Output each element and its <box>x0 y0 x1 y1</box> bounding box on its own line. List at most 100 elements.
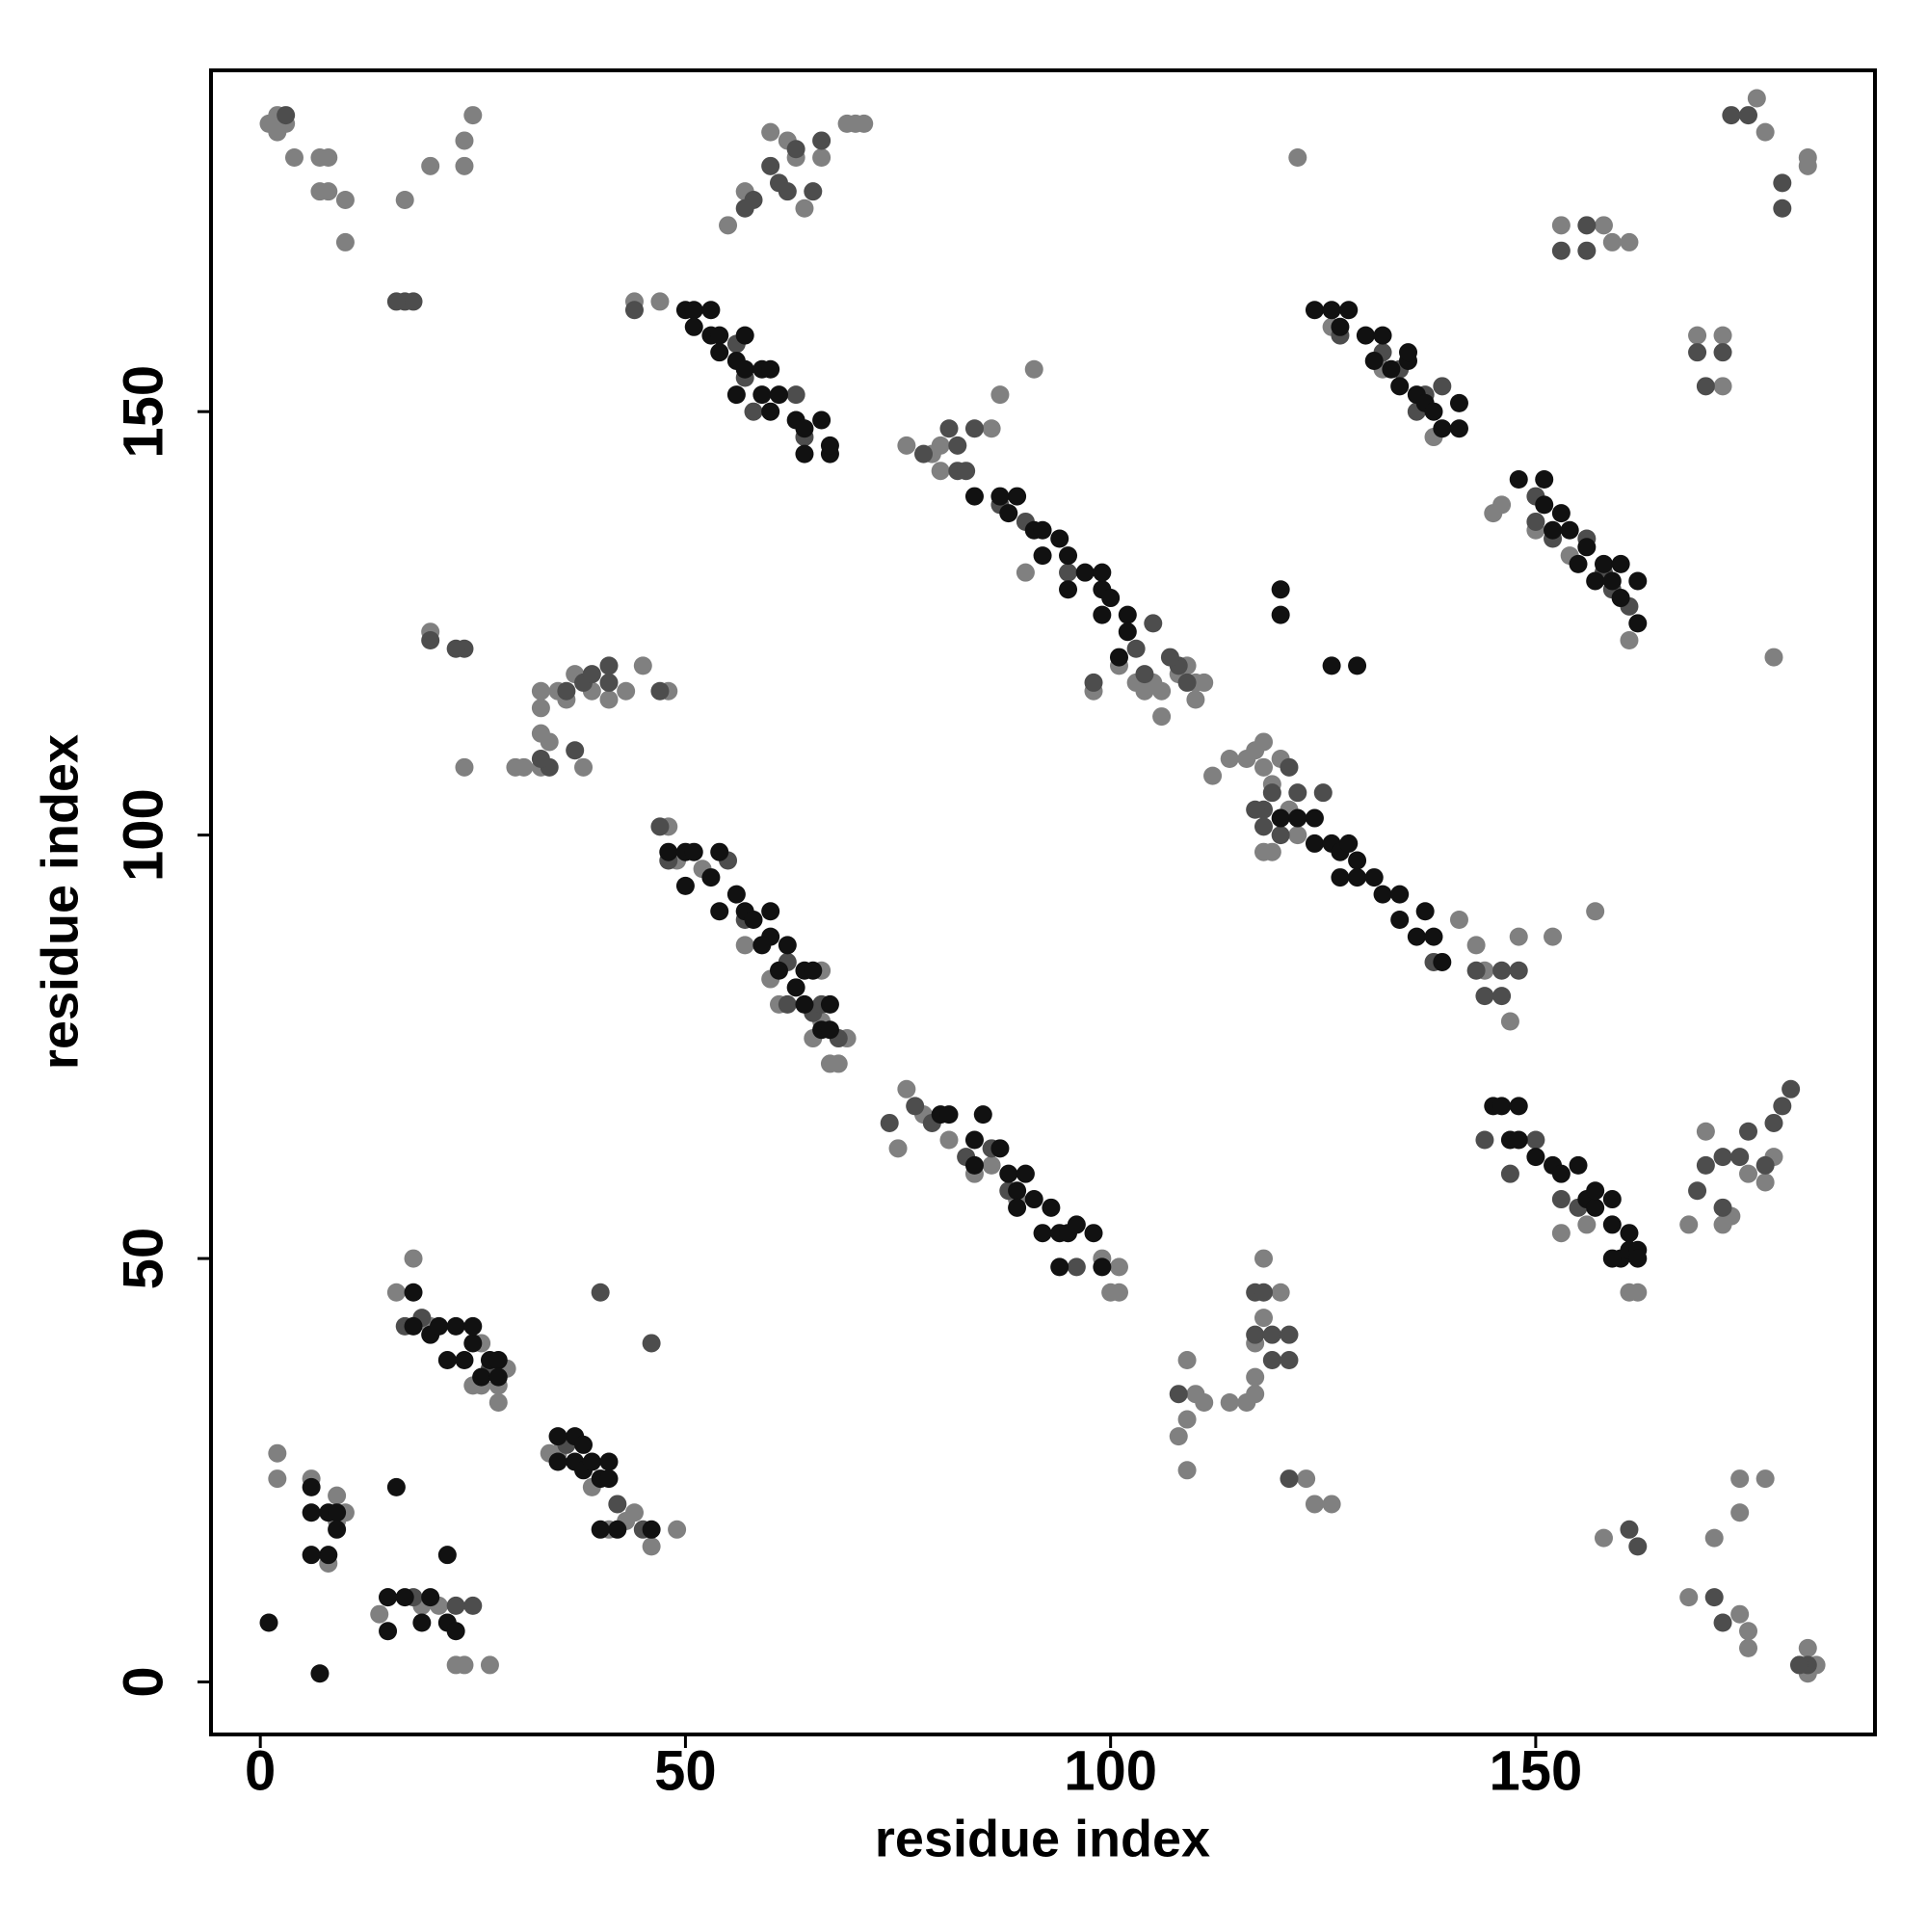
point <box>319 1546 338 1565</box>
point <box>778 994 797 1014</box>
point <box>1739 1622 1758 1641</box>
point <box>1696 377 1715 396</box>
point <box>599 656 619 675</box>
point <box>684 317 703 336</box>
point <box>1348 656 1367 675</box>
point <box>964 1155 984 1175</box>
point <box>548 1452 568 1471</box>
point <box>1050 529 1069 548</box>
point <box>1373 326 1392 345</box>
point <box>531 750 550 769</box>
point <box>1016 1164 1035 1183</box>
point <box>1500 1012 1519 1031</box>
point <box>1713 343 1732 362</box>
point <box>1288 826 1307 845</box>
point <box>1509 927 1528 946</box>
point <box>1492 495 1512 515</box>
point <box>1688 343 1707 362</box>
point <box>1433 952 1452 971</box>
point <box>650 292 670 311</box>
point <box>1220 1392 1239 1412</box>
point <box>608 1520 627 1539</box>
x-tick-label: 50 <box>654 1739 717 1802</box>
point <box>1449 419 1468 438</box>
point <box>1586 1181 1605 1201</box>
point <box>582 665 601 684</box>
point <box>1254 1283 1274 1302</box>
point <box>599 690 619 709</box>
point <box>1305 301 1324 320</box>
point <box>437 1351 457 1370</box>
point <box>659 842 678 861</box>
point <box>1544 520 1563 540</box>
point <box>1449 393 1468 412</box>
point <box>1305 808 1324 828</box>
point <box>761 359 780 379</box>
point <box>999 1164 1018 1183</box>
point <box>395 1588 414 1607</box>
point <box>268 122 287 142</box>
point <box>897 436 916 455</box>
point <box>1535 469 1554 489</box>
point <box>1509 469 1528 489</box>
point <box>379 1622 398 1641</box>
point <box>1169 1427 1188 1446</box>
point <box>1246 800 1265 819</box>
point <box>1177 1351 1197 1370</box>
point <box>599 673 619 692</box>
point <box>386 1283 406 1302</box>
point <box>1331 317 1350 336</box>
point <box>1059 563 1078 582</box>
point <box>1101 589 1121 608</box>
point <box>1764 1113 1783 1132</box>
point <box>812 148 832 168</box>
point <box>786 978 805 997</box>
point <box>1577 216 1597 235</box>
point <box>906 1097 925 1116</box>
point <box>1169 1385 1188 1404</box>
point <box>999 504 1018 523</box>
point <box>463 1334 483 1353</box>
point <box>1339 834 1359 853</box>
point <box>778 936 797 955</box>
point <box>1364 868 1384 887</box>
point <box>855 114 874 133</box>
point <box>1399 343 1418 362</box>
point <box>302 1546 321 1565</box>
point <box>1177 1461 1197 1480</box>
point <box>973 1105 992 1125</box>
point <box>421 156 440 175</box>
point <box>642 1334 661 1353</box>
point <box>1739 1638 1758 1657</box>
point <box>804 961 823 980</box>
point <box>531 699 550 718</box>
point <box>1271 580 1290 599</box>
point <box>1466 936 1486 955</box>
point <box>1288 783 1307 803</box>
point <box>1713 1198 1732 1217</box>
point <box>1551 216 1571 235</box>
point <box>1602 1190 1622 1209</box>
point <box>642 1537 661 1556</box>
point <box>472 1367 491 1387</box>
point <box>990 385 1010 405</box>
point <box>1492 961 1512 980</box>
point <box>591 1283 610 1302</box>
point <box>719 216 738 235</box>
point <box>1262 1351 1281 1370</box>
point <box>1177 1410 1197 1429</box>
point <box>650 681 670 701</box>
point <box>259 1613 278 1632</box>
point <box>455 757 474 777</box>
point <box>812 410 832 430</box>
y-tick-label: 50 <box>112 1228 174 1290</box>
point <box>446 1316 465 1336</box>
point <box>1262 842 1281 861</box>
point <box>735 326 754 345</box>
point <box>379 1588 398 1607</box>
point <box>1560 520 1579 540</box>
point <box>1288 148 1307 168</box>
point <box>1093 563 1112 582</box>
point <box>302 1477 321 1496</box>
